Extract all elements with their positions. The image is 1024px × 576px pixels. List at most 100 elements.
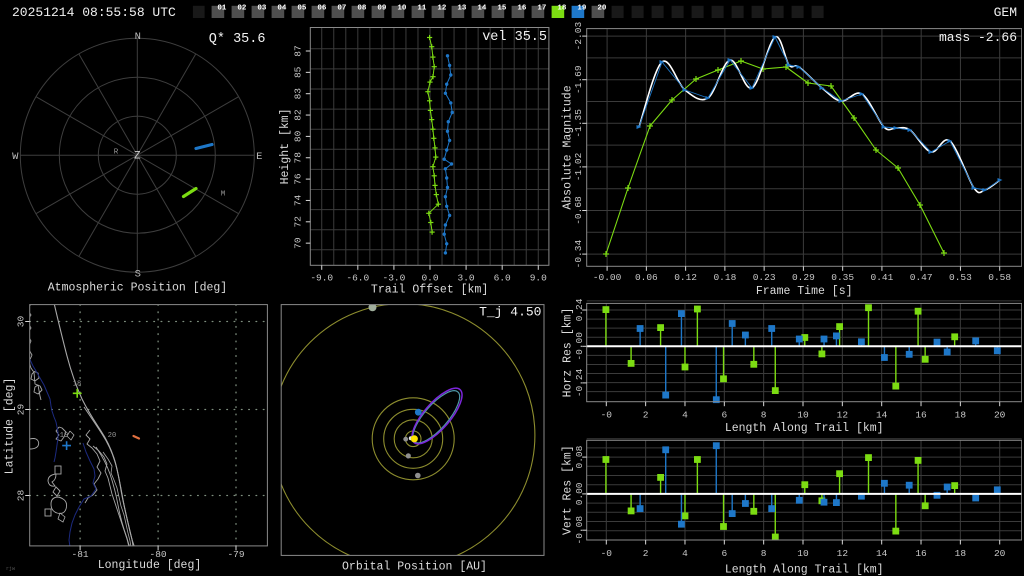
svg-text:04: 04 bbox=[277, 5, 287, 13]
svg-text:0.06: 0.06 bbox=[635, 272, 658, 283]
svg-text:0.08: 0.08 bbox=[574, 445, 585, 468]
svg-text:12: 12 bbox=[837, 410, 849, 421]
svg-text:Atmospheric Position [deg]: Atmospheric Position [deg] bbox=[48, 282, 227, 295]
svg-text:20: 20 bbox=[994, 548, 1006, 559]
svg-text:16: 16 bbox=[915, 410, 927, 421]
svg-text:4: 4 bbox=[682, 548, 688, 559]
svg-text:0.12: 0.12 bbox=[674, 272, 697, 283]
svg-text:0.29: 0.29 bbox=[792, 272, 815, 283]
svg-text:-1.02: -1.02 bbox=[573, 152, 584, 181]
svg-text:-6.0: -6.0 bbox=[346, 273, 369, 284]
svg-text:S: S bbox=[135, 269, 141, 281]
svg-text:06: 06 bbox=[317, 5, 327, 13]
svg-text:mass -2.66: mass -2.66 bbox=[939, 30, 1017, 45]
svg-text:02: 02 bbox=[237, 5, 247, 13]
svg-text:9.0: 9.0 bbox=[530, 273, 547, 284]
svg-text:28: 28 bbox=[16, 490, 27, 502]
svg-text:78: 78 bbox=[293, 152, 304, 164]
svg-text:Longitude [deg]: Longitude [deg] bbox=[98, 559, 202, 572]
svg-text:16: 16 bbox=[915, 548, 927, 559]
svg-text:18: 18 bbox=[955, 548, 967, 559]
svg-text:11: 11 bbox=[417, 5, 427, 13]
svg-text:18: 18 bbox=[73, 381, 81, 389]
svg-text:-0: -0 bbox=[601, 410, 613, 421]
svg-text:05: 05 bbox=[297, 5, 307, 13]
svg-text:14: 14 bbox=[876, 410, 888, 421]
svg-text:Q* 35.6: Q* 35.6 bbox=[209, 32, 266, 47]
svg-text:Length Along Trail [km]: Length Along Trail [km] bbox=[725, 564, 884, 576]
svg-text:12: 12 bbox=[837, 548, 849, 559]
svg-text:W: W bbox=[12, 151, 19, 163]
svg-text:-0.24: -0.24 bbox=[574, 368, 585, 397]
svg-text:15: 15 bbox=[497, 5, 507, 13]
svg-text:Vert Res [km]: Vert Res [km] bbox=[562, 445, 575, 535]
svg-text:-3.0: -3.0 bbox=[383, 273, 406, 284]
svg-text:-1.35: -1.35 bbox=[573, 109, 584, 138]
svg-text:-2.03: -2.03 bbox=[573, 22, 584, 51]
svg-text:-0.00: -0.00 bbox=[593, 272, 622, 283]
svg-text:Horz Res [km]: Horz Res [km] bbox=[562, 308, 575, 398]
svg-text:20251214 08:55:58 UTC: 20251214 08:55:58 UTC bbox=[12, 5, 176, 20]
svg-text:rjw: rjw bbox=[6, 566, 15, 572]
svg-text:Trail Offset [km]: Trail Offset [km] bbox=[371, 284, 488, 297]
svg-text:01: 01 bbox=[217, 5, 227, 13]
svg-text:03: 03 bbox=[257, 5, 267, 13]
svg-text:N: N bbox=[135, 31, 141, 43]
svg-text:0.47: 0.47 bbox=[910, 272, 933, 283]
svg-text:09: 09 bbox=[377, 5, 387, 13]
svg-text:10: 10 bbox=[397, 5, 407, 13]
svg-text:-0: -0 bbox=[601, 548, 613, 559]
svg-text:Latitude [deg]: Latitude [deg] bbox=[4, 378, 17, 475]
svg-text:12: 12 bbox=[437, 5, 447, 13]
svg-text:Z: Z bbox=[134, 151, 141, 163]
svg-text:0.53: 0.53 bbox=[949, 272, 972, 283]
svg-text:Absolute Magnitude: Absolute Magnitude bbox=[562, 85, 575, 209]
svg-text:0.35: 0.35 bbox=[831, 272, 854, 283]
svg-text:0.23: 0.23 bbox=[753, 272, 776, 283]
svg-text:-81: -81 bbox=[72, 549, 89, 560]
svg-text:07: 07 bbox=[337, 5, 346, 13]
svg-text:14: 14 bbox=[876, 548, 888, 559]
svg-text:2: 2 bbox=[643, 548, 649, 559]
svg-text:Orbital Position [AU]: Orbital Position [AU] bbox=[342, 561, 487, 574]
svg-text:76: 76 bbox=[293, 173, 304, 185]
svg-text:18: 18 bbox=[557, 5, 567, 13]
svg-text:0.58: 0.58 bbox=[988, 272, 1011, 283]
svg-text:19: 19 bbox=[60, 432, 68, 440]
svg-text:6: 6 bbox=[721, 410, 727, 421]
svg-text:20: 20 bbox=[108, 432, 116, 440]
svg-text:-0.34: -0.34 bbox=[573, 240, 584, 269]
svg-text:-1.69: -1.69 bbox=[573, 65, 584, 94]
svg-text:08: 08 bbox=[357, 5, 367, 13]
svg-text:3.0: 3.0 bbox=[458, 273, 475, 284]
svg-text:29: 29 bbox=[16, 404, 27, 416]
svg-text:Length Along Trail [km]: Length Along Trail [km] bbox=[725, 422, 884, 435]
svg-text:8: 8 bbox=[761, 548, 767, 559]
svg-text:Frame Time [s]: Frame Time [s] bbox=[756, 285, 853, 298]
svg-text:0.41: 0.41 bbox=[871, 272, 894, 283]
svg-text:19: 19 bbox=[577, 5, 587, 13]
svg-text:82: 82 bbox=[293, 109, 304, 121]
svg-text:30: 30 bbox=[16, 316, 27, 328]
svg-text:M: M bbox=[221, 191, 226, 199]
svg-text:20: 20 bbox=[597, 5, 607, 13]
svg-text:17: 17 bbox=[537, 5, 546, 13]
svg-text:R: R bbox=[114, 149, 119, 157]
svg-text:0.00: 0.00 bbox=[574, 482, 585, 505]
svg-text:18: 18 bbox=[955, 410, 967, 421]
svg-text:10: 10 bbox=[797, 410, 809, 421]
svg-text:E: E bbox=[256, 151, 262, 163]
svg-text:-0.08: -0.08 bbox=[574, 516, 585, 545]
svg-text:GEM: GEM bbox=[994, 5, 1017, 20]
svg-text:0.0: 0.0 bbox=[421, 273, 438, 284]
svg-text:13: 13 bbox=[457, 5, 467, 13]
svg-text:2: 2 bbox=[643, 410, 649, 421]
svg-text:-0.00: -0.00 bbox=[574, 332, 585, 361]
svg-text:0.18: 0.18 bbox=[713, 272, 736, 283]
svg-text:4: 4 bbox=[682, 410, 688, 421]
svg-text:-0.68: -0.68 bbox=[573, 196, 584, 225]
svg-text:87: 87 bbox=[293, 45, 304, 56]
svg-text:8: 8 bbox=[761, 410, 767, 421]
svg-text:72: 72 bbox=[293, 216, 304, 228]
svg-text:-79: -79 bbox=[227, 549, 244, 560]
